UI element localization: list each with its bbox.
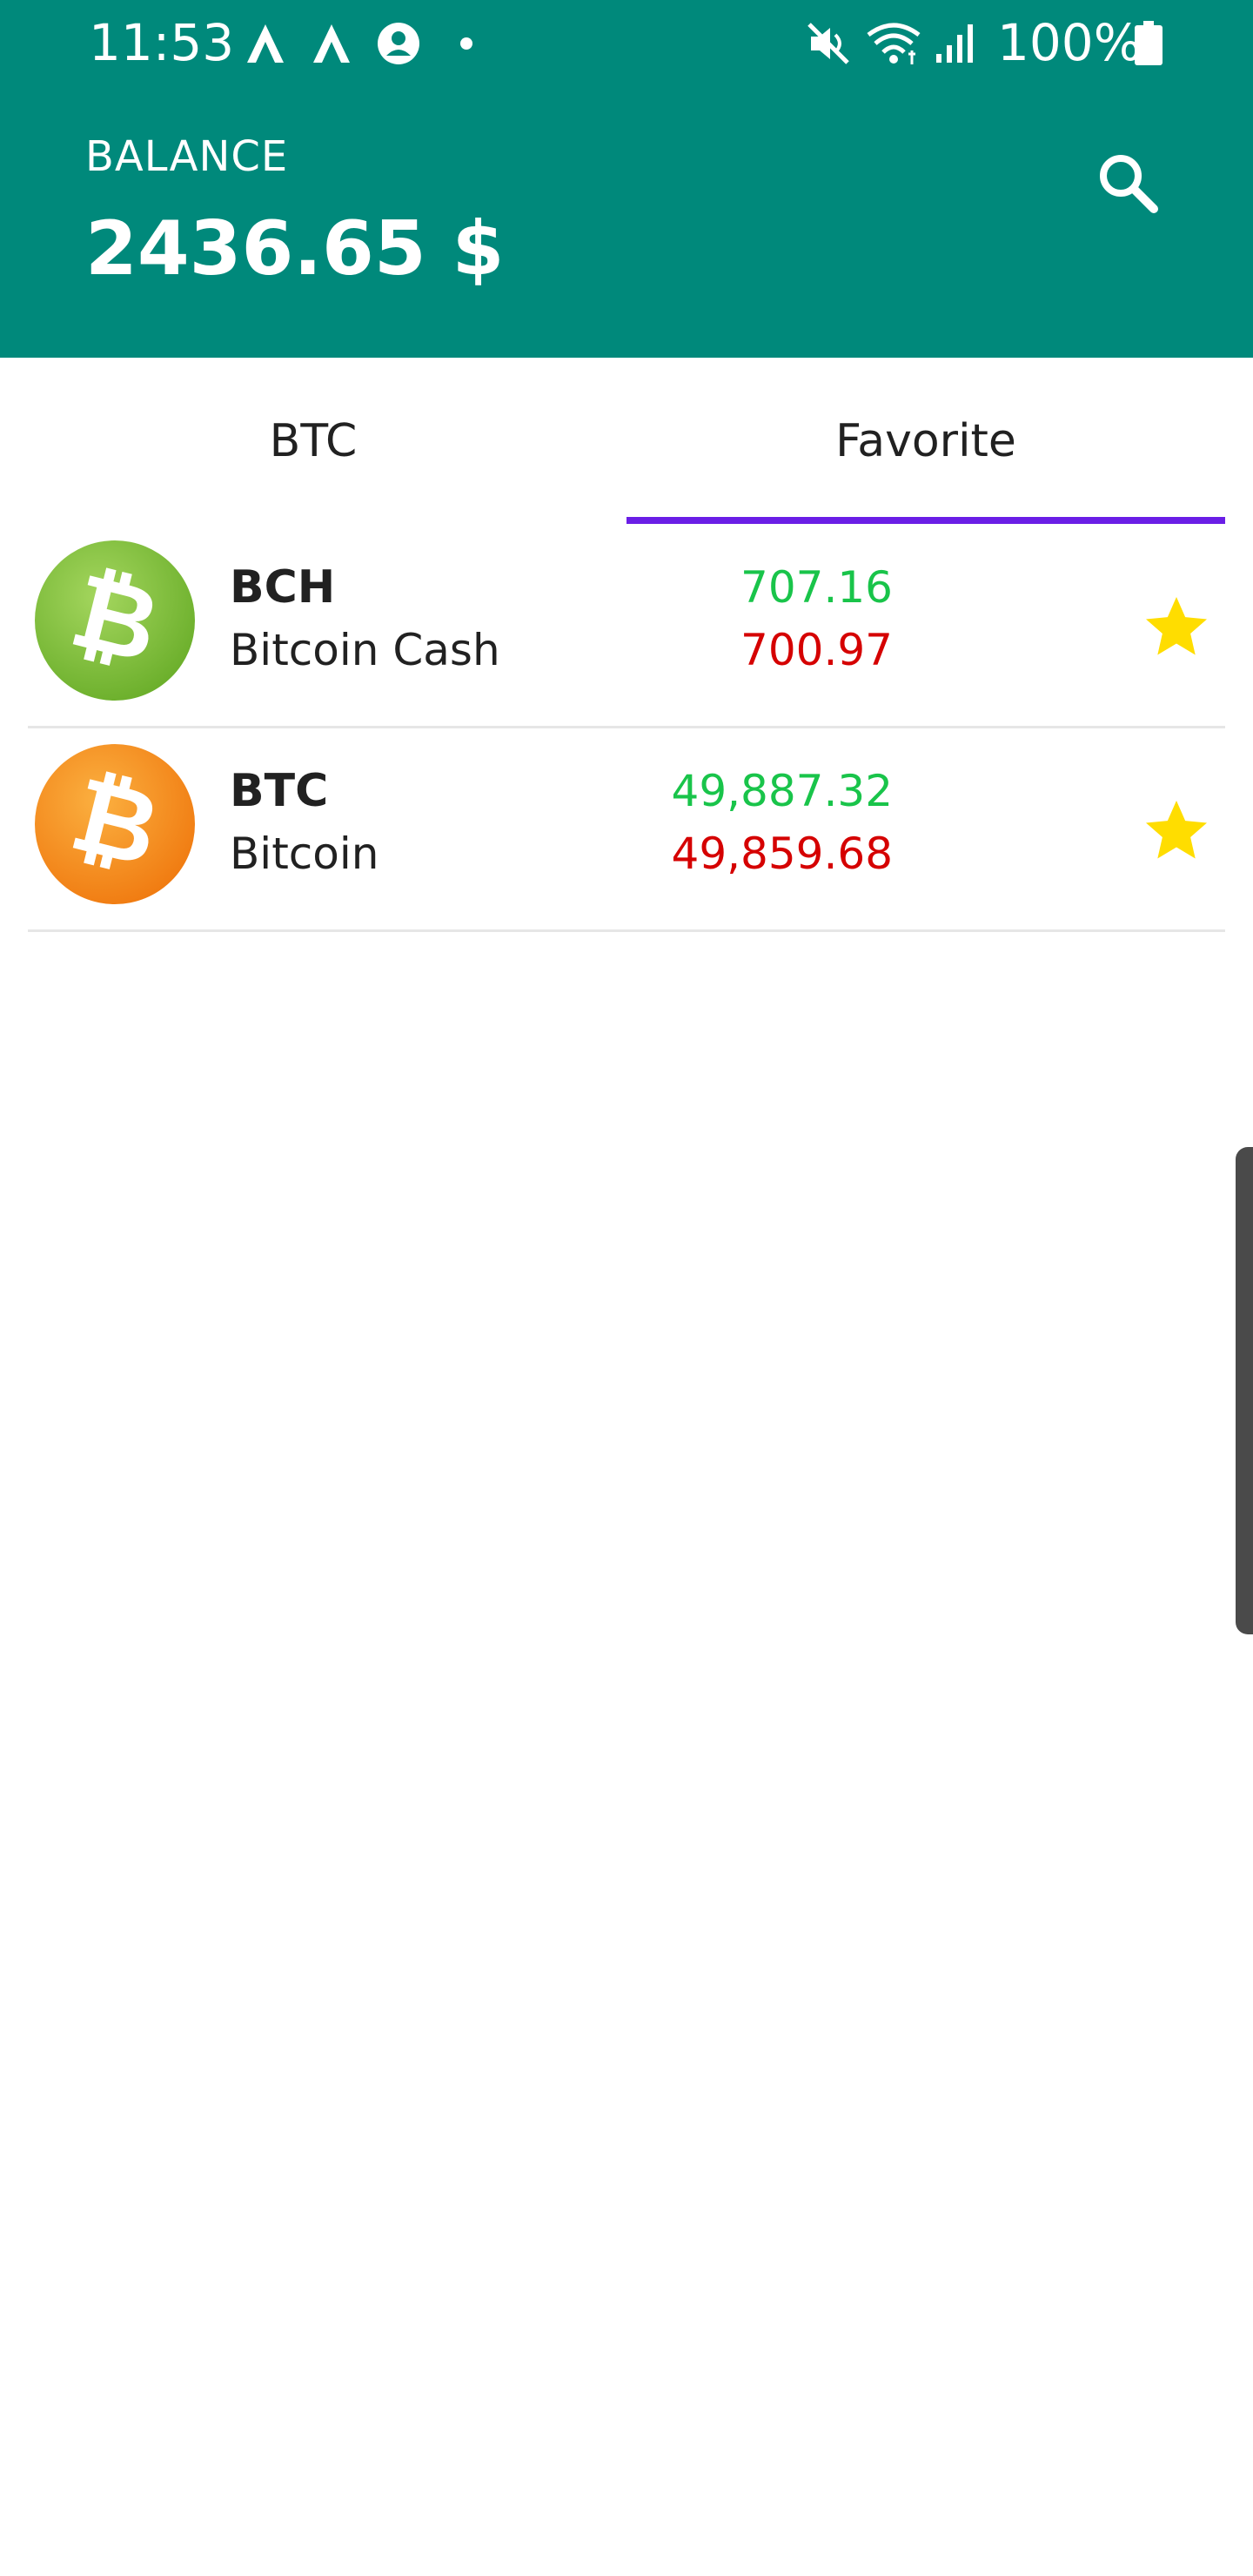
scroll-handle[interactable] xyxy=(1236,1147,1253,1634)
buy-price: 49,887.32 xyxy=(671,766,893,816)
dot-icon xyxy=(460,37,472,50)
search-icon xyxy=(1100,155,1158,213)
coin-name: Bitcoin xyxy=(230,828,379,879)
mute-icon xyxy=(807,23,849,64)
tab-bar: BTC Favorite xyxy=(0,358,1253,525)
coin-list: ₿ BCH Bitcoin Cash 707.16 700.97 ₿ BTC B… xyxy=(28,525,1225,932)
notification-a-icon xyxy=(313,24,350,63)
notification-a-icon xyxy=(247,24,284,63)
battery-percent: 100% xyxy=(997,13,1142,72)
search-button[interactable] xyxy=(1084,139,1171,226)
battery-icon xyxy=(1135,21,1163,65)
coin-row-btc[interactable]: ₿ BTC Bitcoin 49,887.32 49,859.68 xyxy=(28,728,1225,932)
signal-icon xyxy=(936,24,973,63)
star-icon[interactable] xyxy=(1140,591,1213,664)
status-time: 11:53 xyxy=(89,13,235,72)
tab-favorite[interactable]: Favorite xyxy=(835,415,1016,467)
bitcoin-cash-logo-icon: ₿ xyxy=(35,540,195,701)
tab-indicator xyxy=(626,517,1225,524)
coin-symbol: BTC xyxy=(230,765,329,817)
sell-price: 49,859.68 xyxy=(671,828,893,879)
status-bar: 11:53 xyxy=(0,0,1253,84)
sell-price: 700.97 xyxy=(740,625,893,675)
coin-row-bch[interactable]: ₿ BCH Bitcoin Cash 707.16 700.97 xyxy=(28,525,1225,728)
star-icon[interactable] xyxy=(1140,795,1213,868)
coin-name: Bitcoin Cash xyxy=(230,625,500,675)
balance-label: BALANCE xyxy=(85,132,289,181)
account-icon xyxy=(378,23,419,64)
tab-btc[interactable]: BTC xyxy=(269,415,358,467)
balance-value: 2436.65 $ xyxy=(85,205,505,292)
wifi-icon xyxy=(867,23,921,64)
bitcoin-logo-icon: ₿ xyxy=(35,744,195,904)
buy-price: 707.16 xyxy=(740,562,893,613)
coin-symbol: BCH xyxy=(230,561,336,614)
app-header: 11:53 xyxy=(0,0,1253,358)
